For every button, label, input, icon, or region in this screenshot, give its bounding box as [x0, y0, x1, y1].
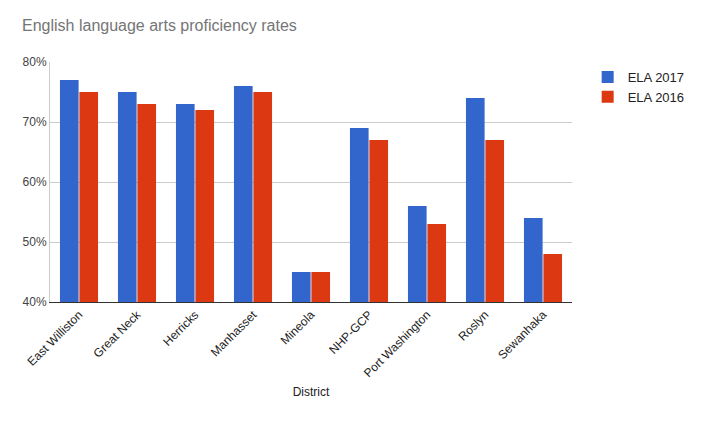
svg-text:Roslyn: Roslyn [456, 308, 492, 344]
svg-text:Manhasset: Manhasset [208, 307, 260, 359]
svg-text:80%: 80% [23, 55, 47, 69]
svg-text:Great Neck: Great Neck [91, 307, 145, 361]
svg-text:50%: 50% [23, 235, 47, 249]
svg-text:Sewanhaka: Sewanhaka [495, 308, 549, 362]
svg-text:60%: 60% [23, 175, 47, 189]
svg-text:70%: 70% [23, 115, 47, 129]
svg-text:District: District [293, 385, 330, 399]
svg-text:Herricks: Herricks [160, 308, 201, 349]
svg-text:East Williston: East Williston [25, 308, 86, 369]
svg-text:English language arts proficie: English language arts proficiency rates [22, 17, 297, 34]
svg-text:40%: 40% [23, 295, 47, 309]
svg-text:NHP-GCP: NHP-GCP [326, 308, 375, 357]
svg-text:Mineola: Mineola [278, 308, 318, 348]
svg-text:Port Washington: Port Washington [361, 308, 433, 380]
svg-text:ELA 2016: ELA 2016 [628, 90, 684, 105]
svg-text:ELA 2017: ELA 2017 [628, 70, 684, 85]
